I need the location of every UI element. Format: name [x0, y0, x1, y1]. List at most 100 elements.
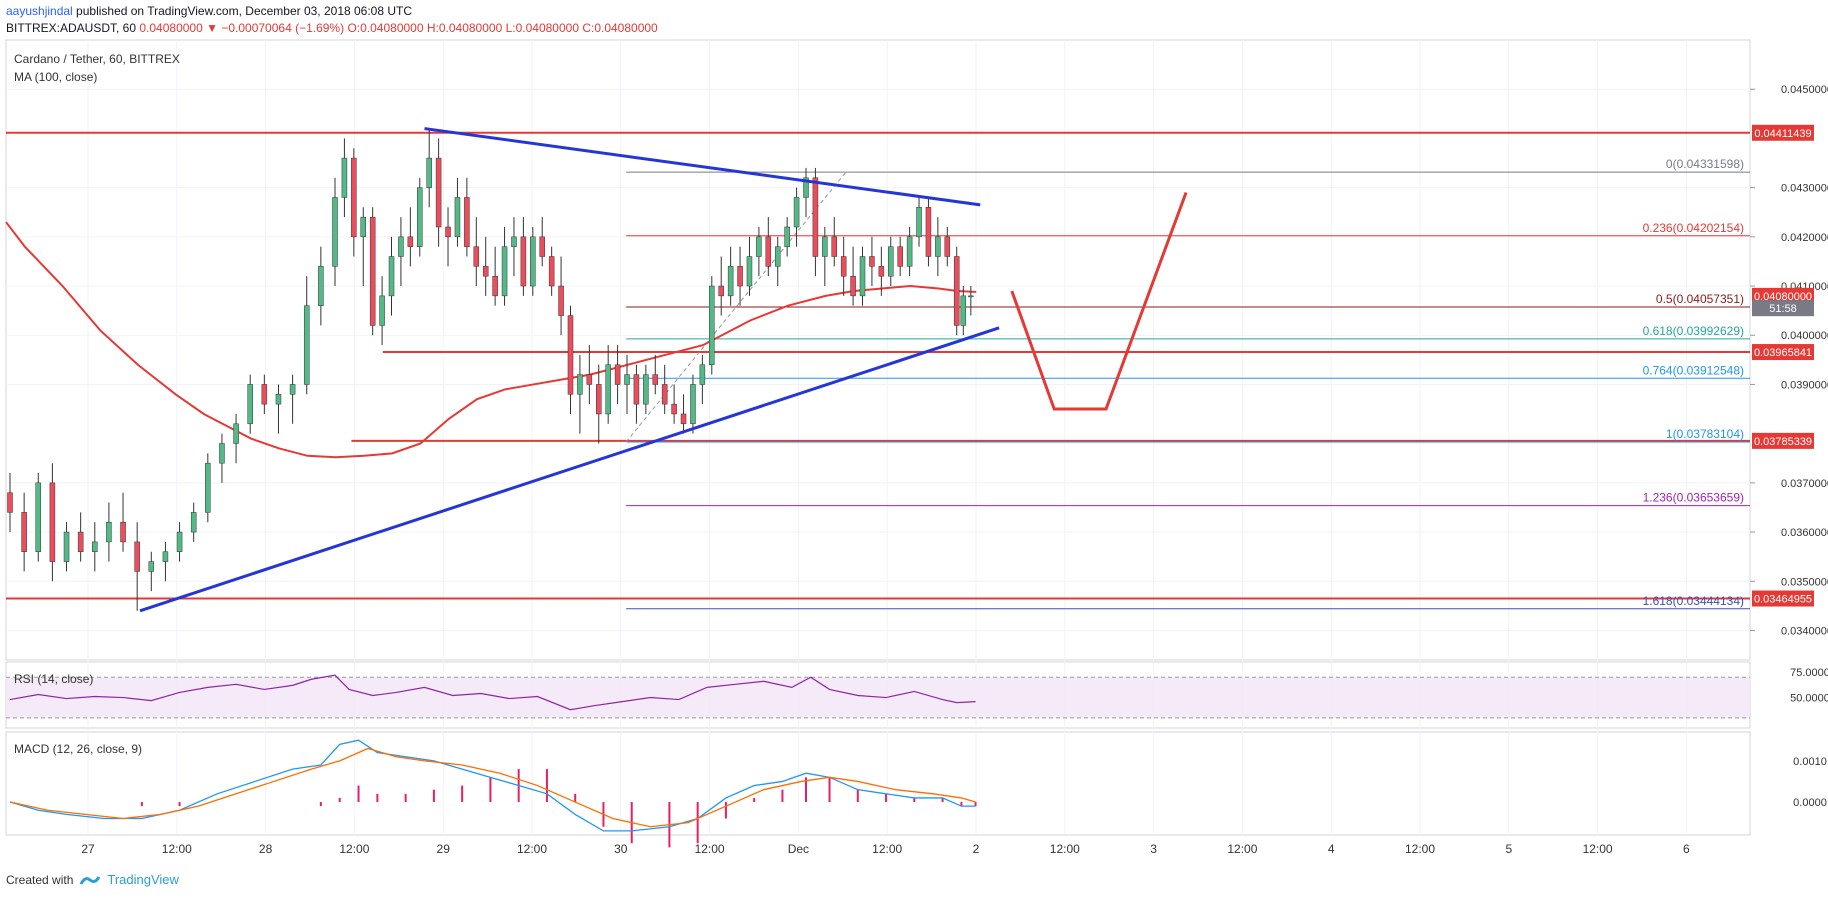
price-tick-label: 0.04300000: [1781, 183, 1828, 195]
candle-body: [793, 197, 800, 228]
candle-body: [840, 256, 847, 277]
candle-body: [652, 374, 659, 385]
price-change: ▼ −0.00070064 (−1.69%): [206, 21, 345, 35]
price-label: 51:58: [1769, 303, 1797, 315]
candle-body: [765, 236, 772, 267]
candle-body: [718, 285, 724, 297]
price-label: 0.03464955: [1754, 594, 1812, 606]
candle-body: [897, 246, 903, 267]
main-pane: [5, 39, 1751, 661]
candle-body: [473, 246, 480, 267]
time-label: 27: [81, 842, 95, 856]
candle-body: [859, 256, 866, 297]
candle-body: [445, 226, 451, 238]
trendline-upper: [424, 127, 981, 207]
candle-body: [605, 364, 611, 415]
candle-body: [727, 266, 734, 297]
candle-body: [426, 157, 432, 188]
rsi-level-label: 50.0000: [1790, 693, 1828, 705]
trendline-lower: [139, 326, 1000, 613]
fib-level-label: 0.764(0.03912548): [1643, 363, 1744, 377]
candle-body: [511, 236, 517, 247]
fib-level-label: 1.618(0.03444134): [1643, 594, 1744, 608]
candle-body: [275, 394, 282, 405]
candle-body: [935, 236, 941, 257]
last-price: 0.04080000: [139, 21, 203, 35]
candle-body: [162, 551, 169, 562]
time-label: 28: [259, 842, 273, 856]
candle-body: [888, 246, 894, 277]
macd-signal-line: [9, 747, 976, 828]
candle-body: [407, 236, 414, 247]
fib-level-label: 1.236(0.03653659): [1643, 491, 1744, 505]
fib-level-label: 0.236(0.04202154): [1643, 221, 1744, 235]
time-label: 2: [973, 842, 980, 856]
candle-body: [803, 177, 809, 198]
rsi-pane-title[interactable]: RSI (14, close): [14, 672, 94, 686]
ma-indicator-title[interactable]: MA (100, close): [14, 70, 98, 84]
main-pane-title: Cardano / Tether, 60, BITTREX: [14, 52, 180, 66]
publish-line: aayushjindal published on TradingView.co…: [6, 4, 412, 18]
macd-pane: [5, 731, 1751, 836]
author-link[interactable]: aayushjindal: [6, 4, 73, 18]
candle-body: [774, 246, 781, 267]
ohlc-values: O:0.04080000 H:0.04080000 L:0.04080000 C…: [347, 21, 658, 35]
candle-body: [464, 197, 470, 247]
macd-pane-title[interactable]: MACD (12, 26, close, 9): [14, 742, 143, 756]
created-with-label: Created with: [6, 872, 74, 887]
footer: Created with TradingView: [6, 872, 179, 887]
candle-body: [35, 482, 42, 552]
fib-level-label: 0(0.04331598): [1666, 157, 1744, 171]
price-tick-label: 0.03900000: [1781, 379, 1828, 391]
time-label: 3: [1150, 842, 1157, 856]
macd-line: [9, 739, 976, 832]
macd-level-label: 0.0000: [1793, 797, 1827, 809]
candle-body: [520, 236, 527, 287]
candle-body: [746, 256, 753, 287]
candle-body: [577, 374, 583, 395]
time-label: 6: [1683, 842, 1690, 856]
candle-body: [925, 207, 932, 257]
price-label-box: [1752, 432, 1814, 449]
candle-body: [351, 157, 357, 238]
macd-level-label: 0.0010: [1793, 756, 1827, 768]
candle-body: [878, 266, 885, 277]
price-label-box: [1752, 590, 1814, 607]
candle-body: [332, 197, 338, 267]
candle-body: [756, 236, 762, 257]
candle-body: [501, 246, 508, 297]
candle-body: [850, 275, 856, 297]
projection-path: [1010, 192, 1188, 411]
time-label: 12:00: [1583, 842, 1613, 856]
tradingview-logo-icon: [80, 875, 101, 885]
candle-body: [916, 207, 922, 238]
candle-body: [548, 256, 555, 287]
candle-body: [341, 157, 348, 198]
tradingview-brand[interactable]: TradingView: [107, 872, 179, 887]
price-label: 0.03965841: [1754, 347, 1812, 359]
candle-body: [944, 236, 951, 257]
time-label: Dec: [788, 842, 809, 856]
candle-body: [205, 462, 211, 513]
price-tick-label: 0.03400000: [1781, 625, 1828, 637]
candle-body: [388, 256, 395, 297]
candle-body: [219, 443, 225, 464]
symbol-label: BITTREX:ADAUSDT, 60: [6, 21, 137, 35]
candle-body: [737, 266, 743, 287]
candle-body: [624, 374, 630, 385]
candle-body: [247, 384, 253, 425]
candle-body: [303, 305, 310, 385]
candle-body: [586, 374, 593, 385]
candle-body: [530, 236, 536, 287]
fib-level-label: 0.5(0.04057351): [1656, 292, 1744, 306]
time-label: 4: [1328, 842, 1335, 856]
candle-body: [906, 236, 913, 267]
ohlc-line: BITTREX:ADAUSDT, 60 0.04080000 ▼ −0.0007…: [6, 21, 658, 35]
price-label-box: [1752, 344, 1814, 361]
candle-body: [77, 531, 84, 552]
candle-body: [968, 295, 974, 298]
candle-body: [831, 236, 837, 257]
candle-body: [176, 531, 183, 552]
candle-body: [21, 512, 27, 552]
